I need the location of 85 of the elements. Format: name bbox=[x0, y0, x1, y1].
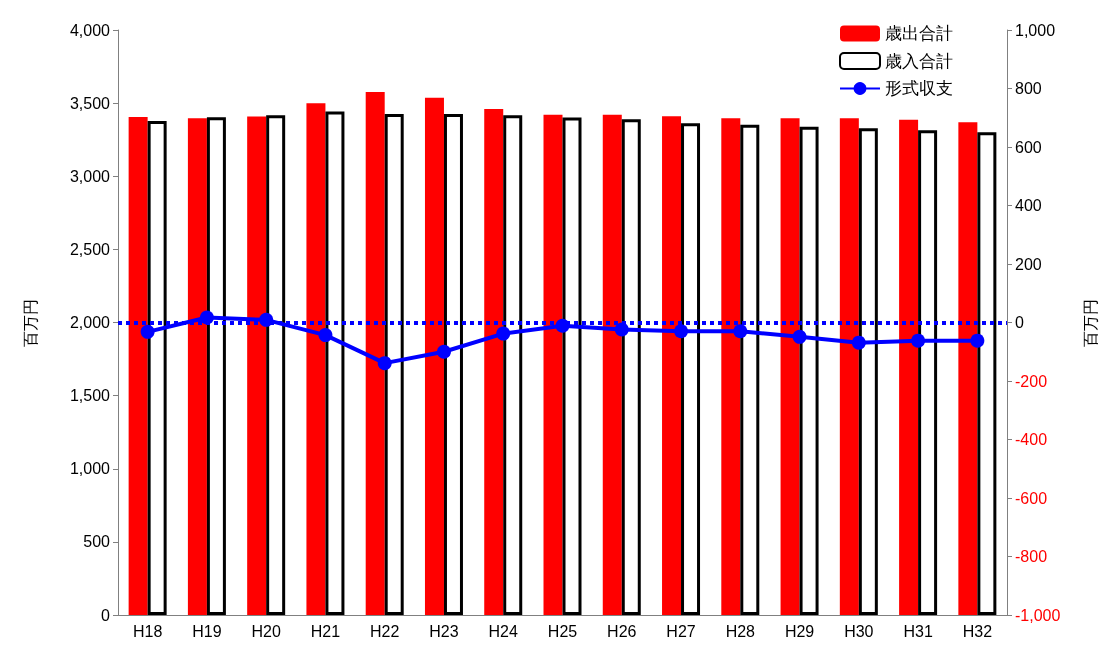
y2-tick-label: -800 bbox=[1015, 548, 1048, 565]
bar bbox=[384, 114, 404, 615]
x-tick-label: H23 bbox=[429, 622, 459, 640]
point bbox=[970, 333, 985, 348]
y2-tick-label: -600 bbox=[1015, 489, 1048, 507]
y2-tick-label: 200 bbox=[1015, 255, 1042, 273]
x-tick-label: H21 bbox=[310, 622, 341, 640]
point bbox=[614, 322, 629, 337]
bar bbox=[147, 121, 167, 615]
y-tick-label: 4,000 bbox=[69, 21, 111, 39]
point bbox=[792, 329, 807, 344]
bar bbox=[247, 116, 267, 615]
point bbox=[140, 324, 155, 339]
x-tick-label: H30 bbox=[844, 622, 874, 640]
bar bbox=[266, 115, 286, 615]
bar bbox=[621, 119, 641, 615]
y-axis-title: 百万円 bbox=[21, 298, 39, 347]
point bbox=[674, 324, 689, 339]
y-tick-label: 1,000 bbox=[69, 460, 111, 478]
bar bbox=[780, 118, 800, 615]
x-tick-label: H31 bbox=[903, 622, 933, 640]
x-tick-label: H18 bbox=[132, 622, 163, 640]
x-tick-label: H22 bbox=[370, 622, 400, 640]
y-tick-label: 2,500 bbox=[69, 240, 111, 258]
bar bbox=[306, 103, 326, 615]
y2-tick-label: -1,000 bbox=[1015, 606, 1061, 624]
bar bbox=[128, 117, 148, 615]
y-tick-label: 2,000 bbox=[69, 314, 111, 331]
y-tick-label: 0 bbox=[101, 606, 111, 624]
point bbox=[496, 326, 511, 341]
bar bbox=[602, 114, 622, 615]
y-tick-label: 3,000 bbox=[69, 167, 111, 185]
y-tick-label: 3,500 bbox=[69, 94, 111, 112]
x-tick-label: H29 bbox=[784, 622, 815, 640]
point bbox=[733, 324, 748, 339]
x-tick-label: H25 bbox=[547, 622, 578, 640]
y2-tick-label: 1,000 bbox=[1015, 21, 1056, 39]
bar bbox=[721, 118, 741, 615]
bar bbox=[325, 111, 345, 615]
x-tick-label: H27 bbox=[666, 622, 696, 640]
bar bbox=[740, 124, 760, 615]
point bbox=[318, 328, 333, 343]
bar bbox=[899, 119, 919, 615]
point bbox=[851, 335, 866, 350]
y2-tick-label: 0 bbox=[1015, 314, 1024, 331]
bar bbox=[958, 122, 978, 615]
bar bbox=[562, 117, 582, 615]
y2-tick-label: 400 bbox=[1015, 197, 1042, 214]
bar bbox=[799, 126, 819, 615]
x-tick-label: H28 bbox=[725, 622, 756, 640]
x-tick-label: H20 bbox=[251, 622, 281, 640]
bar bbox=[365, 92, 385, 615]
bar bbox=[858, 128, 878, 615]
bar bbox=[484, 109, 504, 615]
bar bbox=[681, 123, 701, 615]
bar bbox=[503, 115, 523, 615]
point bbox=[555, 318, 570, 333]
point bbox=[199, 310, 214, 325]
bar bbox=[918, 130, 938, 615]
bar bbox=[443, 114, 463, 615]
legend-label: 歳入合計 bbox=[885, 51, 953, 71]
legend-label: 形式収支 bbox=[885, 79, 953, 98]
point bbox=[377, 356, 392, 371]
bar bbox=[977, 132, 997, 615]
bar bbox=[543, 114, 563, 615]
x-tick-label: H24 bbox=[488, 622, 519, 640]
x-tick-label: H32 bbox=[962, 622, 993, 640]
point bbox=[436, 344, 451, 359]
legend-label: 歳出合計 bbox=[885, 24, 953, 43]
point bbox=[259, 312, 274, 327]
bar bbox=[187, 118, 207, 615]
x-tick-label: H19 bbox=[192, 622, 222, 640]
bar bbox=[662, 116, 682, 615]
y2-tick-label: -200 bbox=[1015, 372, 1048, 390]
bar bbox=[839, 118, 859, 615]
y2-tick-label: 800 bbox=[1015, 80, 1042, 97]
bar bbox=[424, 97, 444, 615]
bar bbox=[206, 117, 226, 615]
x-tick-label: H26 bbox=[607, 622, 637, 640]
point bbox=[911, 333, 926, 348]
y2-axis-title: 百万円 bbox=[1081, 298, 1099, 347]
y-tick-label: 500 bbox=[83, 533, 111, 551]
y-tick-label: 1,500 bbox=[69, 387, 111, 405]
y2-tick-label: -400 bbox=[1015, 431, 1048, 448]
y2-tick-label: 600 bbox=[1015, 138, 1042, 156]
